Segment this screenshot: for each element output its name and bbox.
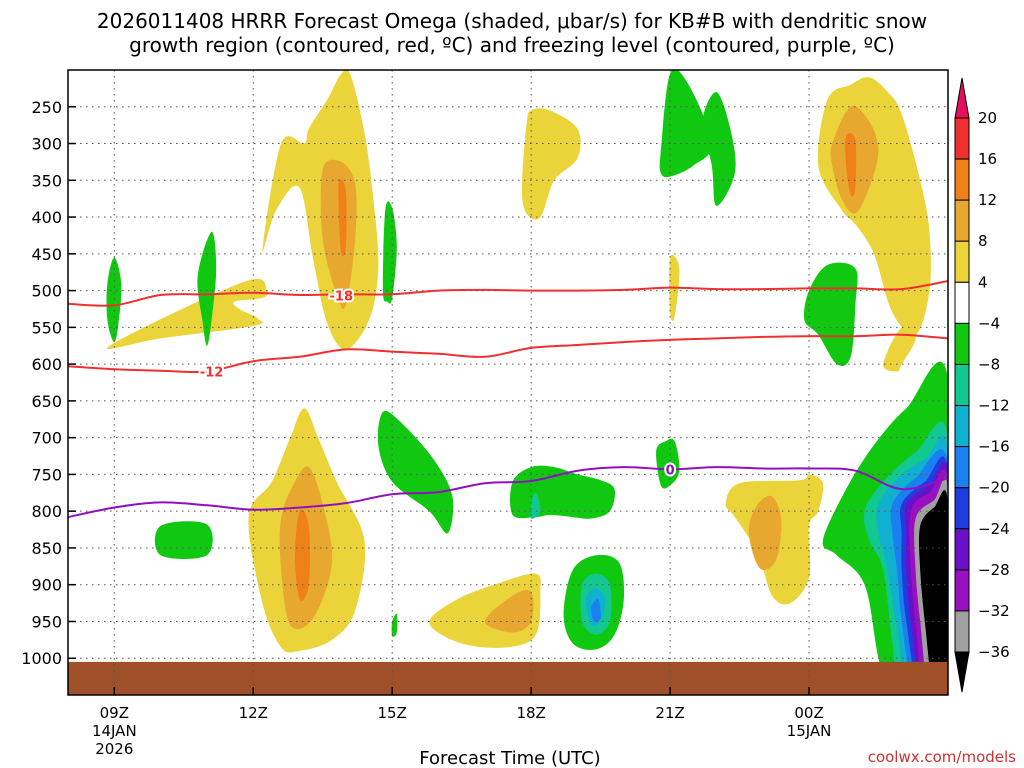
x-tick-label-00Z: 00Z bbox=[794, 704, 823, 722]
y-tick-label-650: 650 bbox=[31, 392, 62, 411]
omega-shading-region-15 bbox=[748, 495, 782, 571]
contour-layer bbox=[68, 280, 948, 519]
y-tick-label-550: 550 bbox=[31, 318, 62, 337]
x-tick-year-09Z: 2026 bbox=[95, 740, 133, 758]
colorbar-label-4: 4 bbox=[978, 273, 988, 291]
omega-shading-region-28 bbox=[591, 599, 601, 623]
colorbar-swatch-7 bbox=[954, 405, 970, 448]
colorbar-bottom-arrow bbox=[954, 651, 970, 693]
omega-shading-region-31 bbox=[702, 92, 736, 207]
colorbar-label--32: −32 bbox=[978, 602, 1010, 620]
omega-shading-region-17 bbox=[106, 257, 122, 343]
colorbar-label--4: −4 bbox=[978, 314, 1000, 332]
contour-line-0 bbox=[68, 466, 948, 519]
colorbar-swatch-5 bbox=[954, 322, 970, 365]
grid-layer bbox=[68, 70, 948, 695]
chart-title-line-2: growth region (contoured, red, ºC) and f… bbox=[129, 33, 895, 57]
colorbar-swatch-4 bbox=[954, 281, 970, 324]
omega-shading-region-20 bbox=[382, 201, 397, 304]
omega-shading-region-21 bbox=[377, 410, 454, 534]
colorbar-label--16: −16 bbox=[978, 438, 1010, 456]
colorbar-swatch-10 bbox=[954, 528, 970, 571]
terrain-fill bbox=[68, 661, 948, 695]
y-axis: 250 300 350 400 450 500 550 600 650 700 750 800 850 9… bbox=[21, 98, 76, 668]
plot-frame bbox=[67, 69, 949, 696]
omega-shading-layer bbox=[106, 70, 948, 695]
contour-line--18 bbox=[68, 280, 948, 307]
y-tick-label-300: 300 bbox=[31, 135, 62, 154]
contour-label-layer: -18 -12 0 bbox=[198, 288, 677, 481]
y-tick-label-900: 900 bbox=[31, 576, 62, 595]
colorbar-label-12: 12 bbox=[978, 191, 997, 209]
terrain-layer bbox=[68, 661, 948, 695]
y-tick-label-750: 750 bbox=[31, 465, 62, 484]
omega-shading-region-0 bbox=[106, 278, 269, 350]
y-tick-label-700: 700 bbox=[31, 429, 62, 448]
credit-text: coolwx.com/models bbox=[868, 748, 1016, 766]
omega-shading-region-11 bbox=[294, 509, 310, 601]
contour-label-0: 0 bbox=[666, 463, 675, 478]
omega-shading-region-2 bbox=[320, 159, 357, 310]
colorbar-swatch-6 bbox=[954, 363, 970, 407]
y-tick-label-850: 850 bbox=[31, 539, 62, 558]
chart-title-line-1: 2026011408 HRRR Forecast Omega (shaded, … bbox=[97, 9, 927, 33]
y-tick-label-400: 400 bbox=[31, 208, 62, 227]
colorbar-label--12: −12 bbox=[978, 397, 1010, 415]
x-tick-label-15Z: 15Z bbox=[378, 704, 407, 722]
omega-shading-region-18 bbox=[197, 231, 217, 346]
omega-shading-region-13 bbox=[484, 590, 534, 633]
colorbar-swatch-1 bbox=[954, 158, 970, 201]
colorbar-label--20: −20 bbox=[978, 479, 1010, 497]
colorbar-label-16: 16 bbox=[978, 150, 997, 168]
contour-line--12 bbox=[68, 333, 948, 374]
y-tick-label-450: 450 bbox=[31, 245, 62, 264]
colorbar-swatch-0 bbox=[954, 117, 970, 160]
y-tick-label-250: 250 bbox=[31, 98, 62, 117]
y-tick-label-600: 600 bbox=[31, 355, 62, 374]
colorbar-label--24: −24 bbox=[978, 520, 1010, 538]
plot-area bbox=[68, 70, 948, 695]
contour-label--12: -12 bbox=[200, 365, 224, 380]
colorbar-top-arrow bbox=[954, 77, 970, 119]
colorbar-swatch-11 bbox=[954, 569, 970, 612]
omega-shading-region-3 bbox=[338, 178, 347, 257]
colorbar-swatch-2 bbox=[954, 199, 970, 242]
omega-shading-region-7 bbox=[845, 133, 857, 197]
omega-shading-region-29 bbox=[656, 438, 680, 489]
x-tick-label-21Z: 21Z bbox=[655, 704, 684, 722]
y-tick-label-500: 500 bbox=[31, 282, 62, 301]
colorbar-swatch-3 bbox=[954, 240, 970, 283]
y-tick-label-800: 800 bbox=[31, 502, 62, 521]
contour-label--18: -18 bbox=[330, 290, 354, 305]
colorbar-label-8: 8 bbox=[978, 232, 988, 250]
x-tick-date-09Z: 14JAN bbox=[92, 722, 137, 740]
x-tick-label-12Z: 12Z bbox=[239, 704, 268, 722]
omega-shading-region-24 bbox=[530, 492, 541, 519]
colorbar-swatch-12 bbox=[954, 610, 970, 653]
y-tick-label-350: 350 bbox=[31, 171, 62, 190]
omega-shading-region-30 bbox=[659, 70, 712, 178]
omega-shading-region-16 bbox=[883, 326, 916, 372]
colorbar-label--28: −28 bbox=[978, 561, 1010, 579]
colorbar: 20 16 12 8 4 −4 −8 −12 −16 −20 −24 −28 −32 −36 bbox=[954, 77, 1010, 693]
omega-shading-region-4 bbox=[521, 108, 581, 220]
colorbar-swatch-8 bbox=[954, 446, 970, 489]
colorbar-label--36: −36 bbox=[978, 643, 1010, 661]
omega-shading-region-19 bbox=[154, 521, 213, 560]
y-tick-label-950: 950 bbox=[31, 612, 62, 631]
colorbar-label-20: 20 bbox=[978, 109, 997, 127]
colorbar-swatch-9 bbox=[954, 487, 970, 530]
omega-shading-region-41 bbox=[918, 490, 948, 695]
y-tick-label-1000: 1000 bbox=[21, 649, 62, 668]
x-tick-date-00Z: 15JAN bbox=[787, 722, 832, 740]
omega-shading-region-22 bbox=[391, 613, 398, 637]
x-axis-label: Forecast Time (UTC) bbox=[419, 748, 600, 768]
x-tick-label-18Z: 18Z bbox=[516, 704, 545, 722]
x-tick-label-09Z: 09Z bbox=[100, 704, 129, 722]
colorbar-label--8: −8 bbox=[978, 355, 1000, 373]
